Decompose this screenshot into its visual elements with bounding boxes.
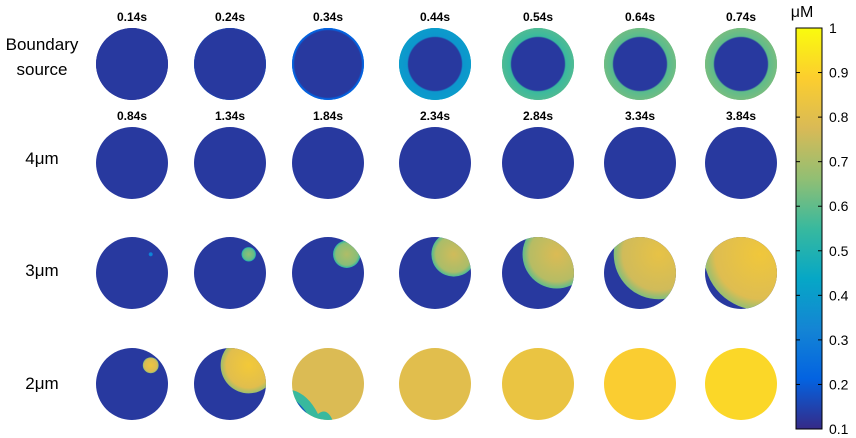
disk [399,127,471,199]
panel-r3-c5 [604,348,676,420]
wave-front [705,237,777,309]
panel-r1-c1 [194,127,266,199]
disk [604,127,676,199]
row-label-boundary-line2: source [16,60,67,79]
cb-tick-label: 0.2 [829,376,849,392]
disk-base [194,237,266,309]
panel-r2-c1 [194,237,266,309]
cb-tick-label: 0.6 [829,198,849,214]
cb-tick-label: 0.9 [829,65,849,81]
panel-r1-c4 [502,127,574,199]
grid-panels [96,28,777,420]
panel-r2-c5 [604,237,676,309]
time-label: 0.84s [117,109,147,123]
disk [705,127,777,199]
row-label-boundary-line1: Boundary [6,35,79,54]
disk-gradient [194,28,266,100]
time-label: 0.14s [117,10,147,24]
disk-gradient [604,28,676,100]
panel-r2-c3 [399,237,471,309]
disk [292,127,364,199]
panel-r3-c2 [292,348,364,420]
time-labels: 0.14s 0.24s 0.34s 0.44s 0.54s 0.64s 0.74s 0.84s… [117,10,756,123]
panel-r3-c0 [96,348,168,420]
disk [502,127,574,199]
row-label-4um: 4μm [25,149,58,168]
panel-r0-c5 [604,28,676,100]
disk [96,127,168,199]
time-label: 3.34s [625,109,655,123]
time-label: 0.24s [215,10,245,24]
disk-gradient [705,28,777,100]
wave-front [241,247,256,262]
wave-front [522,237,574,289]
panel-r1-c6 [705,127,777,199]
time-label: 0.34s [313,10,343,24]
panel-r3-c6 [705,348,777,420]
panel-r1-c3 [399,127,471,199]
cb-tick-label: 0.1 [829,421,849,437]
panel-r0-c4 [502,28,574,100]
disk [194,127,266,199]
cb-tick-label: 1 [829,20,837,36]
disk-gradient [399,28,471,100]
panel-r0-c1 [194,28,266,100]
colorbar-unit: μM [791,4,814,21]
panel-r3-c3 [399,348,471,420]
panel-r0-c2 [292,28,364,100]
time-label: 0.54s [523,10,553,24]
disk [399,348,471,420]
cb-tick-label: 0.7 [829,154,849,170]
panel-r3-c1 [194,348,266,420]
panel-r0-c3 [399,28,471,100]
time-label: 2.34s [420,109,450,123]
disk [705,348,777,420]
row-label-2um: 2μm [25,374,58,393]
disk-gradient [96,28,168,100]
time-label: 0.44s [420,10,450,24]
colorbar-ticks: 0.1 0.2 0.3 0.4 0.5 0.6 0.7 0.8 0.9 1 [796,20,849,437]
wave-front [220,348,266,394]
row-label-3um: 3μm [25,261,58,280]
panel-r0-c6 [705,28,777,100]
time-label: 2.84s [523,109,553,123]
disk [502,348,574,420]
panel-r2-c2 [292,237,364,309]
panel-r3-c4 [502,348,574,420]
wave-front [431,237,471,277]
cb-tick-label: 0.8 [829,109,849,125]
time-label: 0.74s [726,10,756,24]
colorbar-gradient [795,27,823,430]
panel-r1-c2 [292,127,364,199]
panel-r1-c0 [96,127,168,199]
cb-tick-label: 0.4 [829,287,849,303]
panel-r1-c5 [604,127,676,199]
colorbar: μM 0.1 0.2 0.3 0.4 0.5 0.6 0.7 0.8 0.9 1 [791,4,849,437]
wave-front [613,237,676,300]
cb-tick-label: 0.3 [829,332,849,348]
disk-gradient [292,28,364,100]
wave-front [333,240,361,268]
panel-r2-c4 [502,237,574,309]
panel-r0-c0 [96,28,168,100]
time-label: 0.64s [625,10,655,24]
row-labels: Boundary source 4μm 3μm 2μm [6,35,79,393]
disk-base [96,348,168,420]
panel-r2-c0 [96,237,168,309]
time-label: 1.84s [313,109,343,123]
disk-base [96,237,168,309]
wave-front [142,357,159,374]
time-label: 1.34s [215,109,245,123]
disk [604,348,676,420]
wave-front [148,252,153,257]
disk-gradient [502,28,574,100]
panel-r2-c6 [705,237,777,309]
cb-tick-label: 0.5 [829,243,849,259]
time-label: 3.84s [726,109,756,123]
